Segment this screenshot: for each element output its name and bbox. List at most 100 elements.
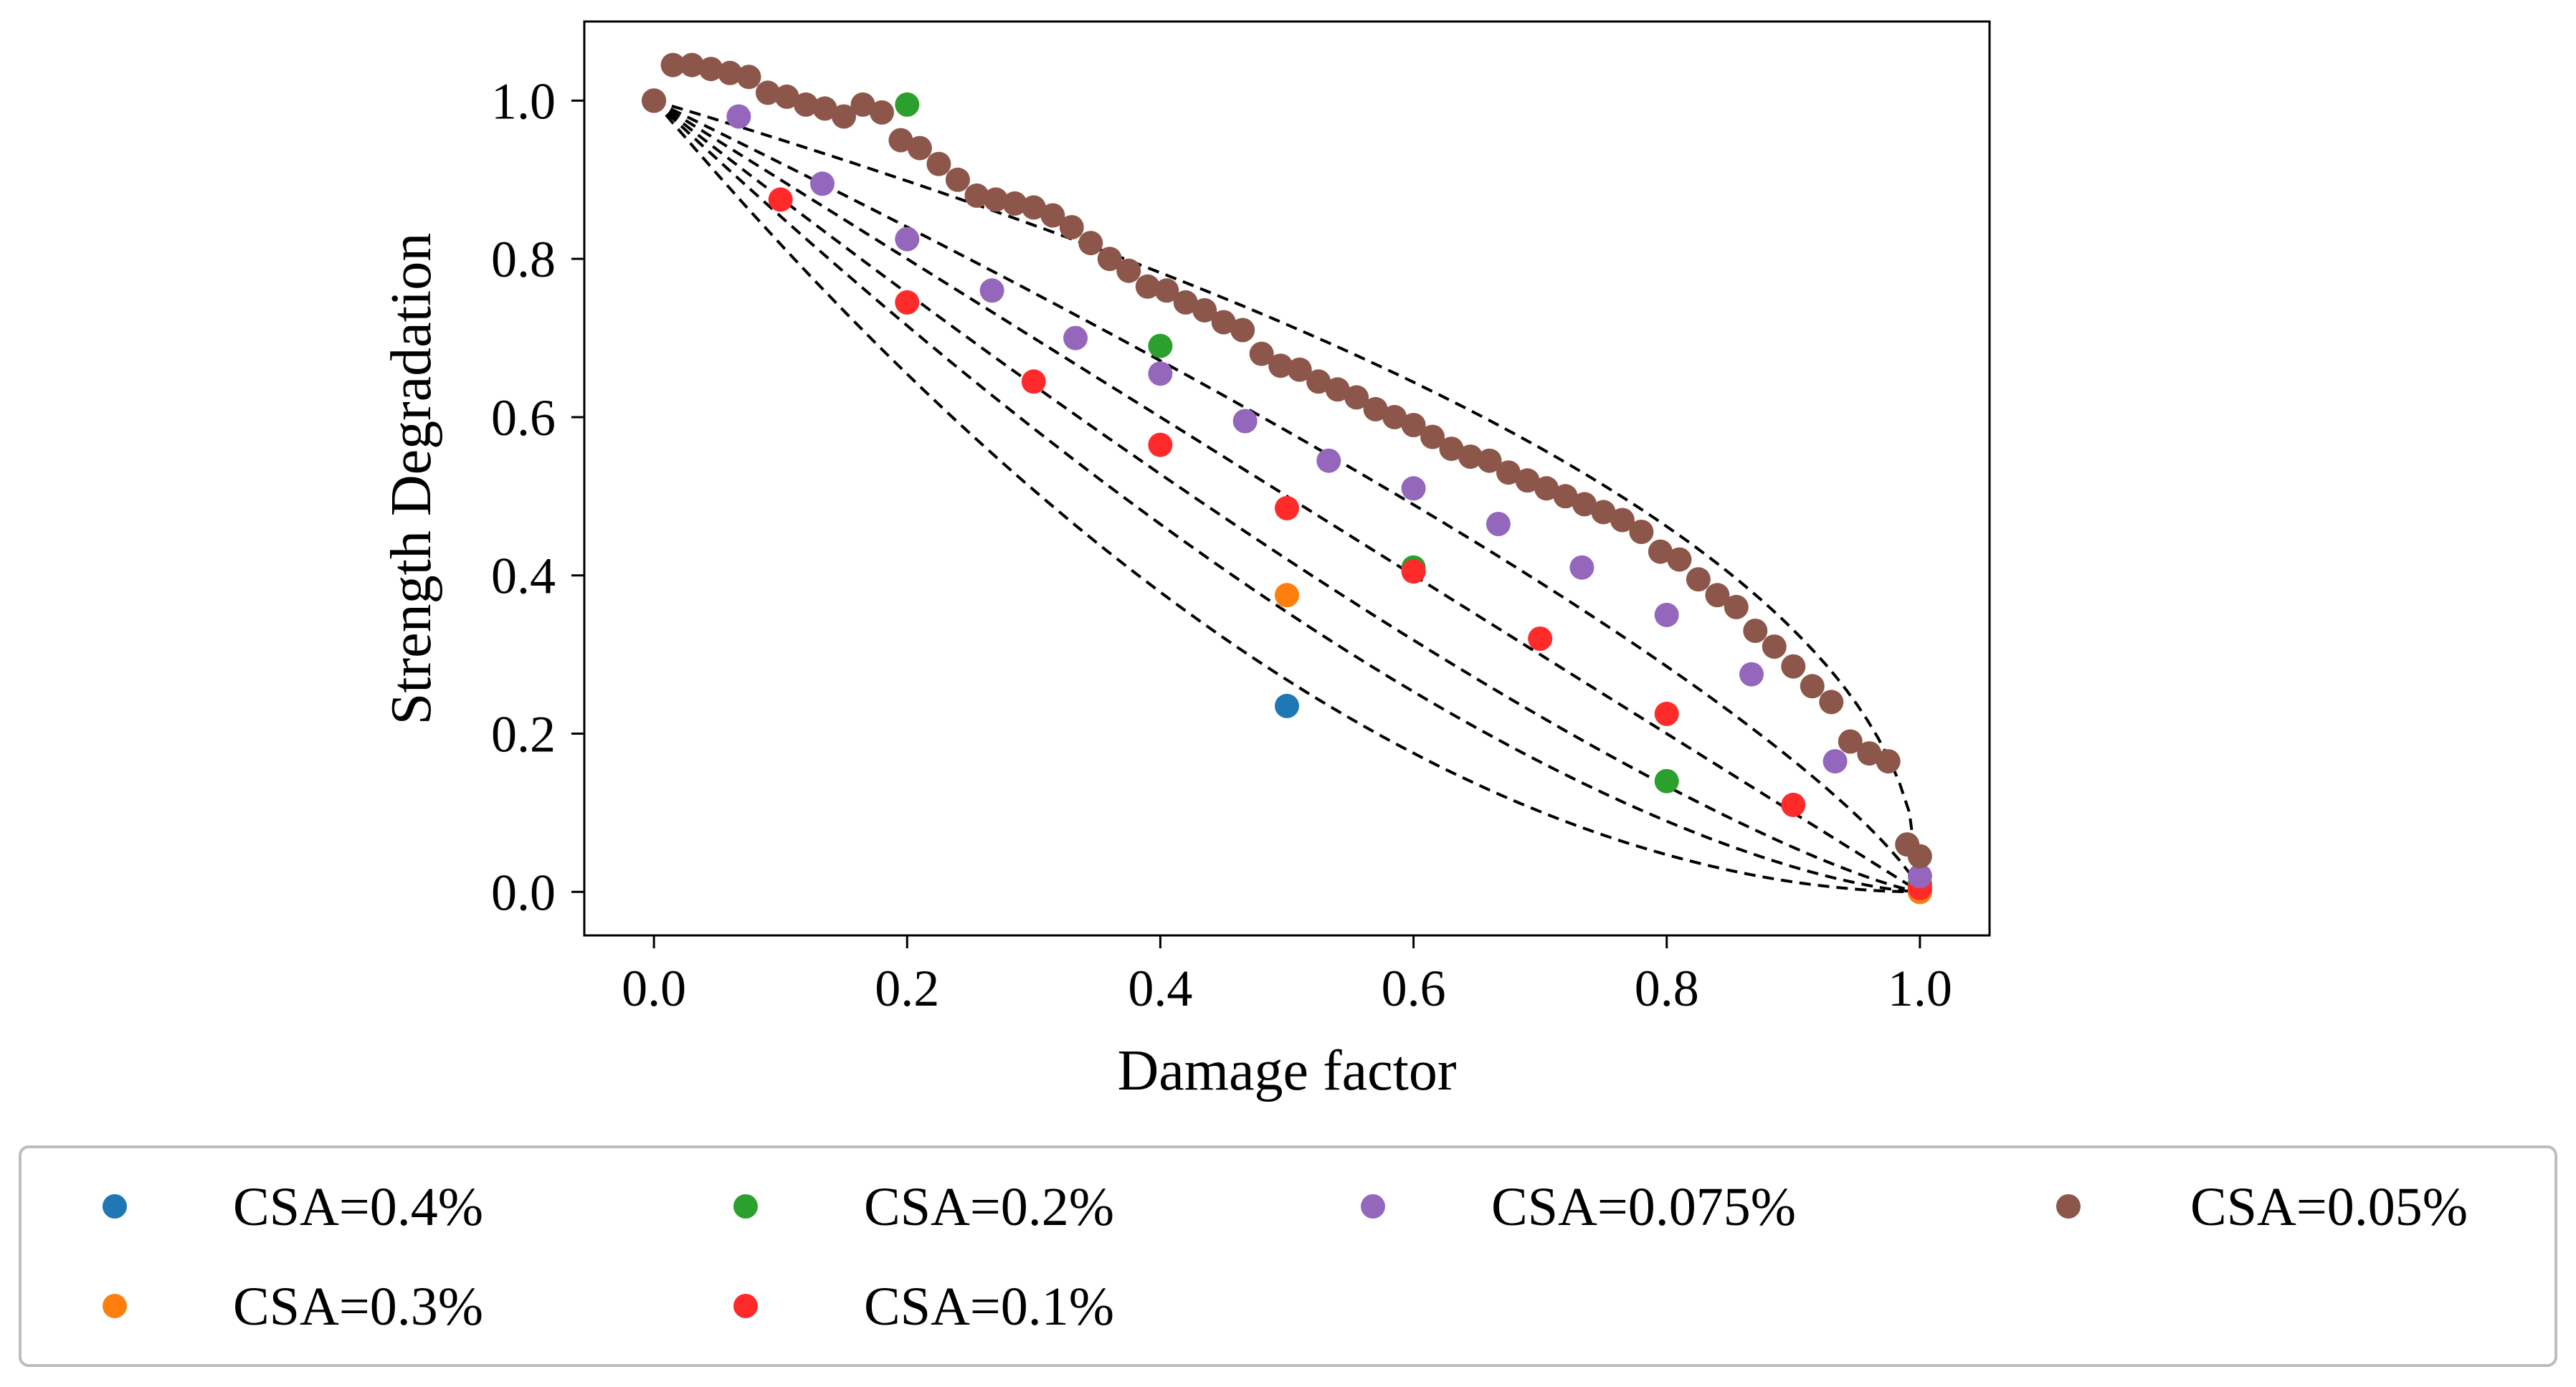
data-point [1819, 690, 1844, 715]
data-point [1654, 602, 1679, 627]
data-point [1192, 297, 1217, 323]
data-point [895, 227, 920, 252]
data-point [926, 151, 951, 176]
legend-label: CSA=0.05% [2190, 1177, 2468, 1237]
fit-curve [652, 99, 1921, 894]
x-tick-label: 0.0 [622, 960, 686, 1017]
legend-entry: CSA=0.3% [103, 1277, 483, 1337]
data-point [1021, 369, 1046, 394]
data-point [1363, 396, 1388, 421]
x-tick-label: 0.6 [1382, 960, 1446, 1017]
data-point [1275, 583, 1299, 608]
x-tick-label: 1.0 [1888, 960, 1952, 1017]
data-point [964, 183, 989, 208]
legend-label: CSA=0.4% [233, 1177, 483, 1237]
data-point [1486, 512, 1511, 536]
data-point [1401, 476, 1426, 501]
data-point [907, 135, 932, 161]
data-point [1173, 290, 1198, 315]
data-point [1629, 520, 1654, 544]
data-point [794, 92, 818, 117]
series-CSA=0.075% [642, 88, 1932, 889]
data-point [1275, 495, 1299, 520]
data-point [1724, 594, 1749, 619]
data-point [756, 80, 780, 105]
legend-label: CSA=0.1% [864, 1277, 1114, 1337]
legend-entry: CSA=0.05% [2056, 1177, 2468, 1237]
data-point [1569, 555, 1594, 580]
data-point [1857, 741, 1882, 766]
data-point [1148, 361, 1173, 386]
x-tick-label: 0.2 [875, 960, 939, 1017]
data-point [736, 65, 761, 90]
data-point [1907, 844, 1932, 869]
data-point [1063, 325, 1088, 351]
data-point [1275, 693, 1299, 718]
fit-curve [653, 99, 1921, 892]
data-point [870, 100, 894, 125]
data-point [832, 104, 856, 129]
data-point [1316, 448, 1341, 473]
y-tick-label: 1.0 [491, 72, 556, 130]
data-point [1686, 567, 1711, 592]
data-point [1667, 547, 1692, 572]
legend-entry: CSA=0.075% [1361, 1177, 1796, 1237]
data-point [1287, 357, 1312, 382]
data-point [1822, 749, 1848, 774]
y-tick-label: 0.0 [491, 864, 556, 921]
data-point [979, 278, 1004, 303]
data-point [680, 52, 705, 77]
data-point [895, 290, 920, 315]
fit-curves [652, 99, 1921, 894]
data-point [1116, 258, 1141, 283]
data-point [1781, 654, 1806, 679]
data-point [1135, 274, 1160, 299]
y-tick-label: 0.8 [491, 231, 556, 288]
data-point [1148, 432, 1173, 457]
data-point [1211, 310, 1236, 335]
data-point [1059, 215, 1084, 239]
data-point [1496, 460, 1521, 485]
data-point [1610, 507, 1635, 533]
data-point [1154, 278, 1179, 303]
data-point [726, 104, 751, 129]
legend-label: CSA=0.3% [233, 1277, 483, 1337]
legend-marker [103, 1194, 127, 1219]
legend: CSA=0.4% CSA=0.2% CSA=0.075% CSA=0.05% CSA=0… [19, 1145, 2557, 1367]
data-point [1781, 792, 1806, 817]
data-point [1907, 864, 1932, 889]
legend-marker [1361, 1194, 1385, 1219]
data-point [1439, 437, 1464, 462]
y-axis-label: Strength Degradation [380, 233, 443, 725]
data-point [1743, 619, 1768, 643]
data-point [718, 60, 743, 85]
data-point [1477, 448, 1502, 473]
data-point [1232, 409, 1258, 434]
plot-frame [583, 20, 1991, 937]
data-point [1401, 559, 1426, 584]
legend-marker [733, 1294, 758, 1318]
legend-label: CSA=0.2% [864, 1177, 1114, 1237]
data-point [768, 187, 793, 212]
data-point [888, 128, 913, 153]
fit-curve [652, 100, 1920, 894]
data-point [983, 187, 1008, 212]
data-point [1325, 377, 1350, 402]
legend-marker [103, 1294, 127, 1318]
data-point [1306, 369, 1331, 394]
data-point [850, 92, 875, 117]
data-point [1762, 634, 1787, 659]
data-point [1553, 484, 1578, 509]
x-axis: 0.0 0.2 0.4 0.6 0.8 1.0 [622, 935, 1952, 1017]
data-point [1528, 626, 1553, 651]
data-point [660, 52, 685, 77]
data-point [1040, 203, 1065, 228]
data-point [812, 96, 837, 121]
data-point [1148, 333, 1173, 358]
fit-curve [652, 99, 1921, 894]
data-point [1739, 662, 1764, 687]
legend-frame [19, 1145, 2557, 1367]
data-point [945, 167, 970, 192]
